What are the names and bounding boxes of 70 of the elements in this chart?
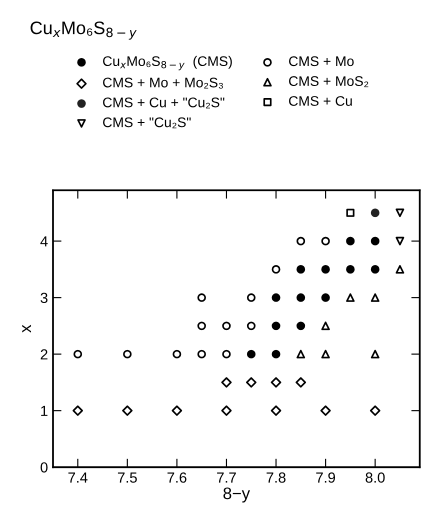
x-tick-label: 7.6 [168, 472, 186, 483]
point [246, 322, 256, 330]
point [272, 293, 280, 302]
point [197, 350, 206, 358]
y-tick-label: 3 [40, 292, 48, 304]
point [222, 350, 231, 358]
point [296, 265, 306, 274]
point [221, 405, 232, 416]
y-tick-label: 1 [41, 406, 48, 416]
point [246, 377, 256, 388]
point [197, 322, 206, 330]
point [272, 265, 280, 274]
point [320, 405, 331, 416]
legend-label: CMS + Cu [289, 96, 352, 106]
point [396, 208, 404, 218]
point [370, 293, 380, 302]
point [172, 350, 182, 358]
y-axis-title: x [22, 324, 32, 333]
point [197, 293, 206, 302]
point [321, 236, 330, 246]
y-tick-label: 2 [40, 349, 48, 360]
point [370, 236, 380, 246]
point [321, 265, 330, 274]
point [172, 405, 182, 416]
point [246, 293, 256, 302]
point [321, 293, 330, 302]
x-tick-label: 7.8 [266, 472, 286, 483]
x-tick-label: 7.5 [118, 472, 137, 483]
point [270, 405, 282, 416]
point [221, 377, 232, 388]
point [222, 322, 231, 330]
point [346, 208, 354, 217]
point [296, 322, 306, 330]
point [370, 208, 380, 218]
x-tick-label: 7.4 [68, 472, 88, 483]
point [272, 322, 280, 330]
point [346, 265, 355, 274]
point [321, 322, 330, 330]
point [72, 405, 84, 416]
chart-title: Cu$_{x}$Mo₆S$_{8−y}$ [30, 21, 137, 40]
legend-label: CMS + Cu + "Cu₂S" [103, 97, 224, 108]
point [346, 236, 355, 246]
x-axis-title: 8−y [223, 487, 250, 503]
point [296, 293, 306, 302]
legend-label: Cu$_{x}$Mo₆S$_{8−y}$ (CMS) [103, 56, 232, 70]
point [296, 350, 306, 358]
point [396, 236, 404, 246]
y-tick-label: 4 [40, 236, 48, 246]
legend-label: CMS + "Cu₂S" [103, 117, 191, 128]
point [123, 350, 132, 358]
point [296, 236, 306, 246]
point [321, 350, 330, 358]
x-tick-label: 7.7 [217, 472, 236, 483]
legend-label: CMS + Mo + Mo₂S₃ [103, 78, 223, 89]
point [272, 350, 280, 358]
point [346, 293, 355, 302]
x-tick-label: 7.9 [316, 472, 336, 483]
point [370, 405, 380, 416]
legend-label: CMS + Mo [289, 56, 354, 66]
point [396, 265, 404, 274]
x-tick-label: 8.0 [366, 472, 385, 483]
legend-label: CMS + MoS₂ [289, 76, 368, 88]
y-tick-label: 0 [40, 462, 48, 473]
point [73, 350, 82, 358]
point [370, 350, 380, 358]
point [296, 377, 306, 388]
point [246, 350, 256, 358]
point [370, 265, 380, 274]
point [270, 377, 282, 388]
point [122, 405, 133, 416]
